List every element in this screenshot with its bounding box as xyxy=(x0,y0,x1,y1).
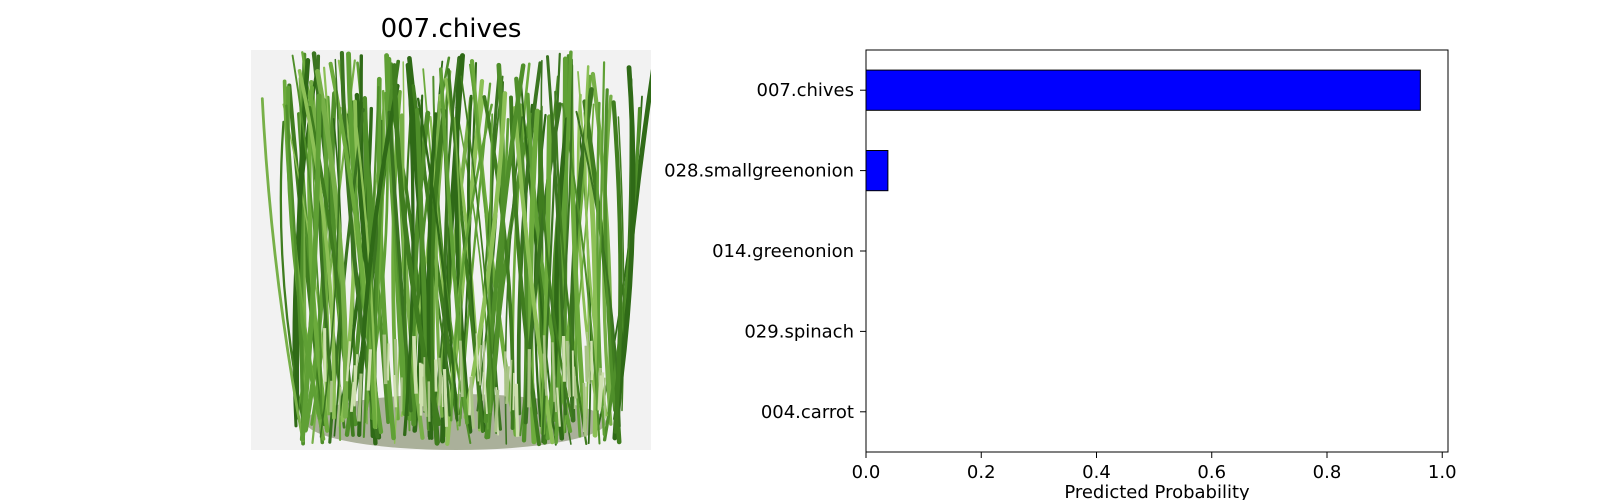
x-tick-label: 0.2 xyxy=(967,462,996,483)
x-tick-label: 0.6 xyxy=(1197,462,1226,483)
chives-illustration xyxy=(251,50,651,450)
x-axis-label: Predicted Probability xyxy=(1064,482,1250,500)
x-tick-label: 0.4 xyxy=(1082,462,1111,483)
x-tick-label: 0.8 xyxy=(1313,462,1342,483)
y-tick-label: 029.spinach xyxy=(744,321,854,342)
image-title: 007.chives xyxy=(380,14,522,44)
y-tick-label: 007.chives xyxy=(757,80,855,101)
y-tick-label: 004.carrot xyxy=(761,402,854,423)
y-tick-label: 028.smallgreenonion xyxy=(664,161,854,182)
x-tick-label: 0.0 xyxy=(852,462,881,483)
chives-photo xyxy=(251,50,651,450)
x-tick-label: 1.0 xyxy=(1428,462,1457,483)
y-tick-label: 014.greenonion xyxy=(712,241,854,262)
bar-007.chives xyxy=(865,69,1421,111)
bar-028.smallgreenonion xyxy=(865,150,889,192)
